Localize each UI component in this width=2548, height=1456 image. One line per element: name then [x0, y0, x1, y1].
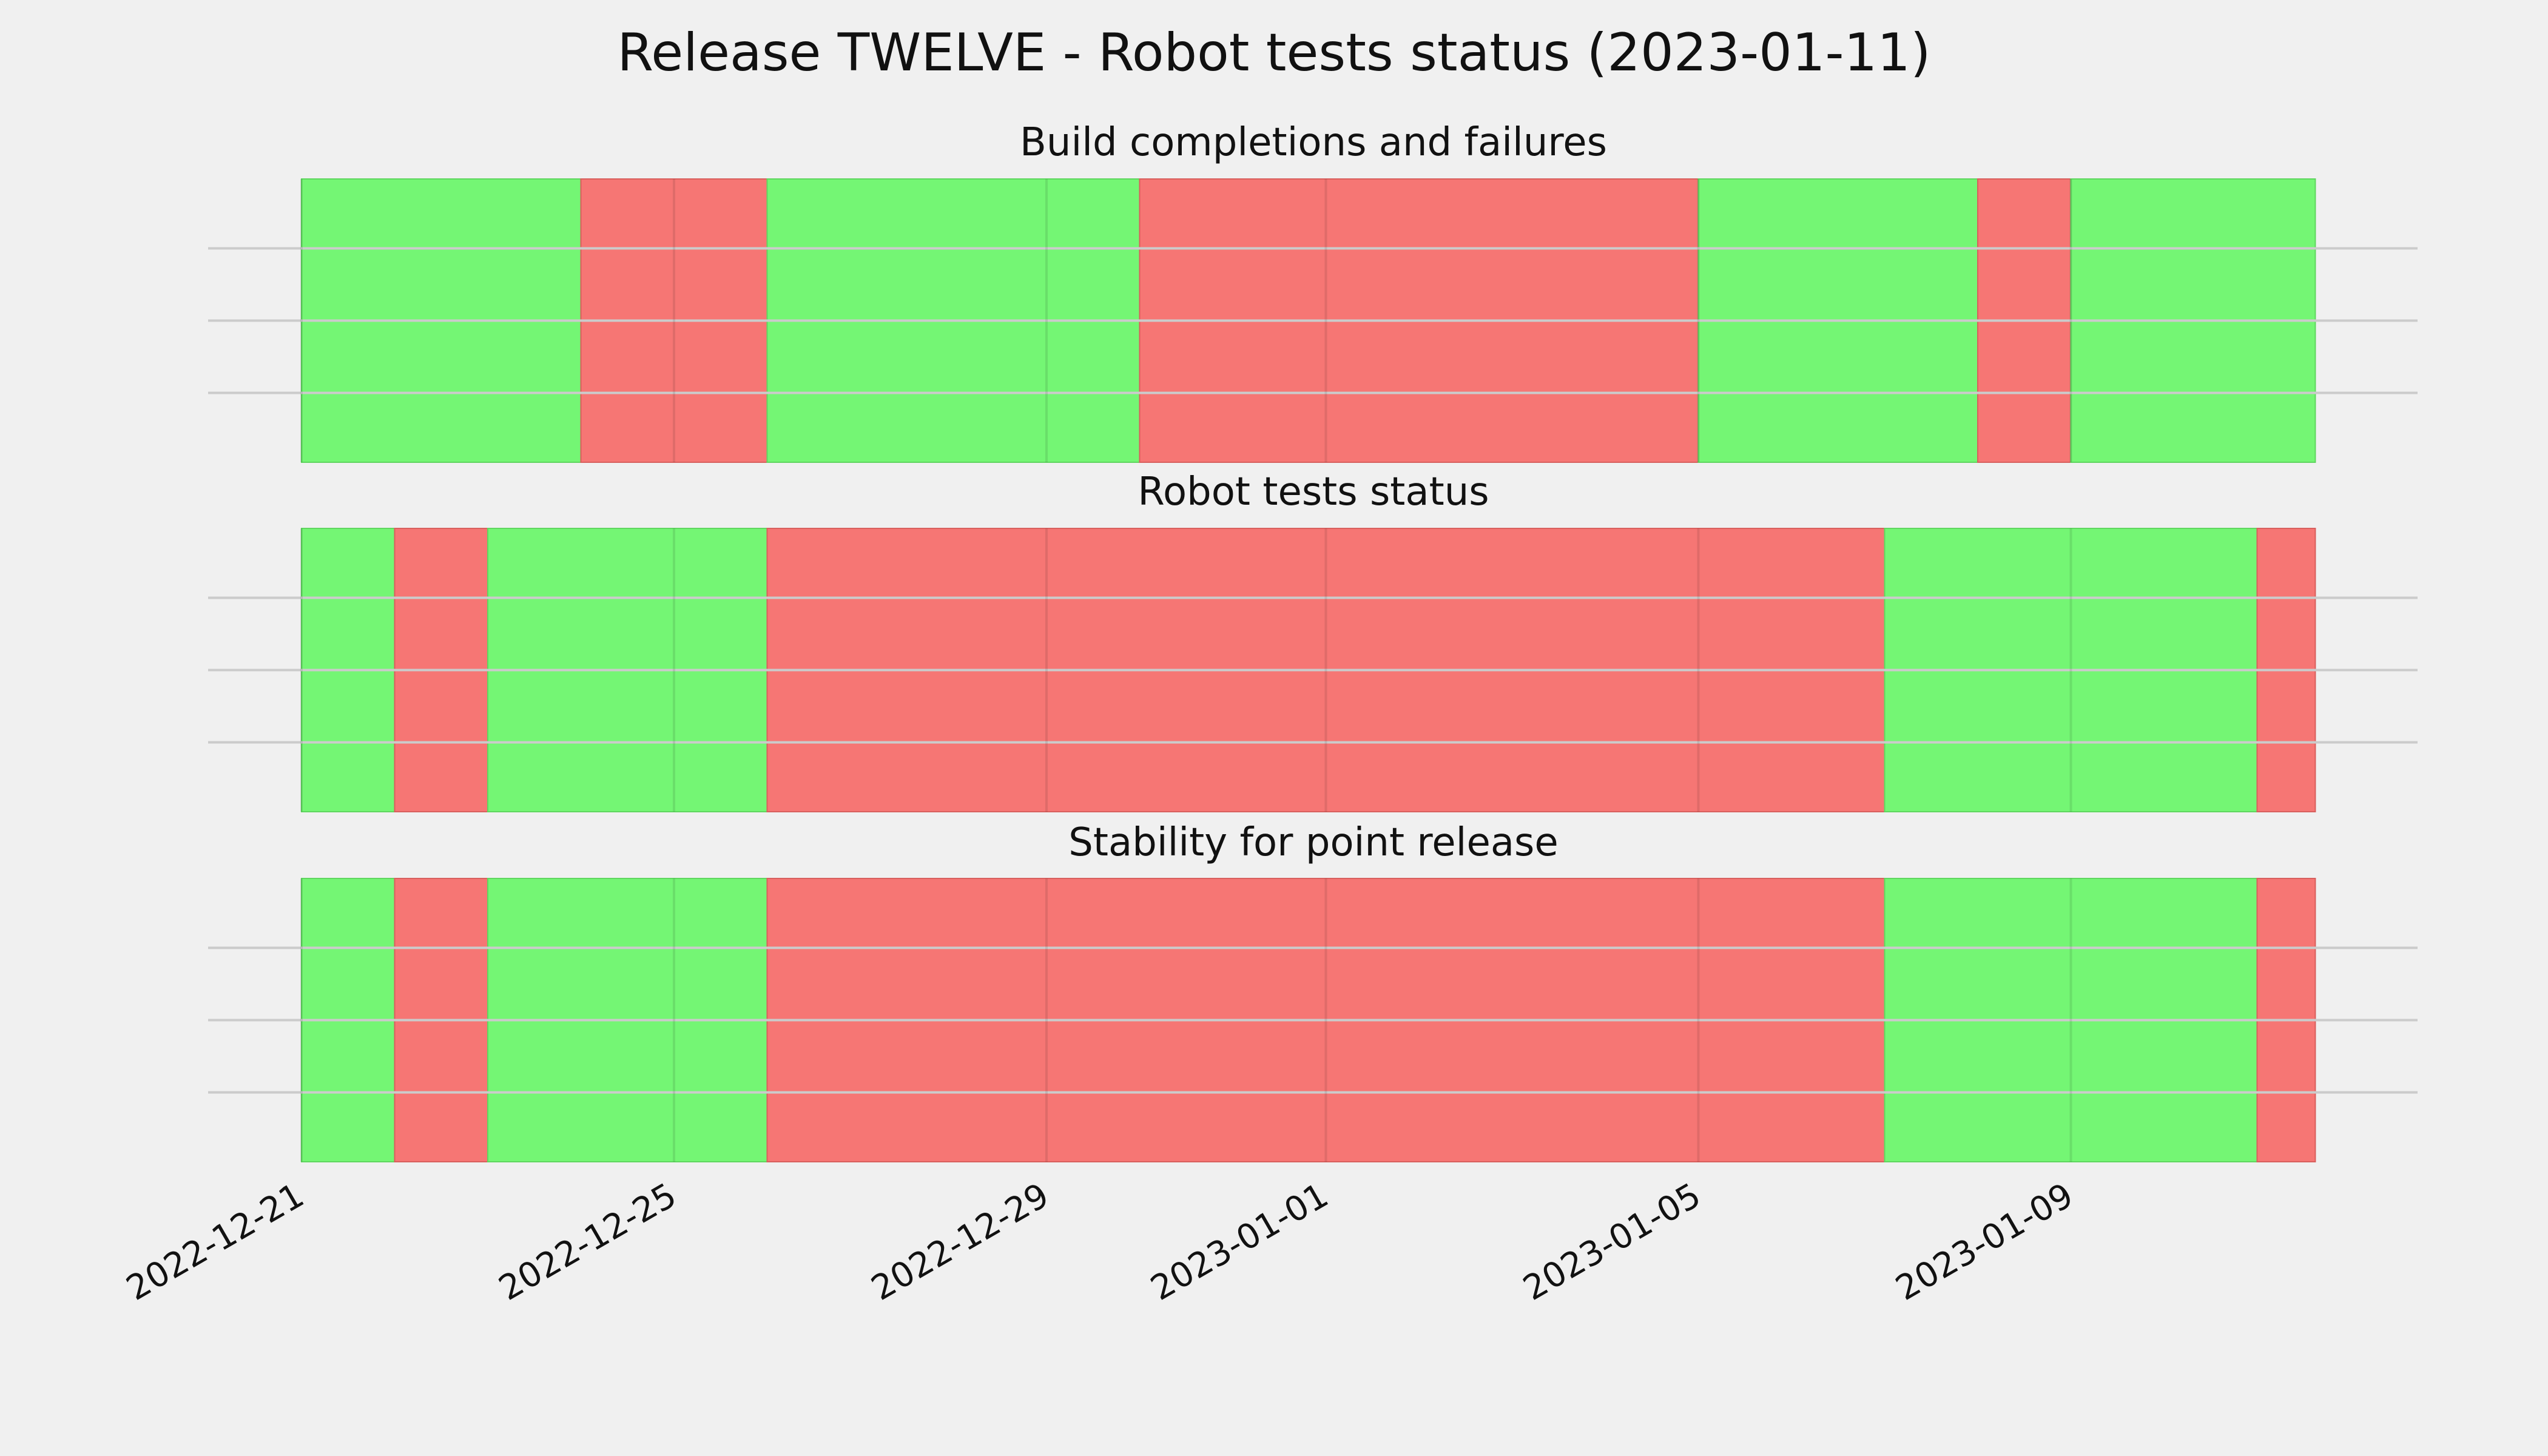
chart-title: Release TWELVE - Robot tests status (202…: [617, 22, 1930, 83]
panel-3: Stability for point release: [208, 820, 2418, 1162]
panel-title: Stability for point release: [1068, 820, 1559, 865]
chart-panels: Build completions and failures Robot test…: [208, 120, 2418, 1162]
panel-1: Build completions and failures: [208, 120, 2418, 463]
panel-title: Build completions and failures: [1020, 120, 1607, 165]
panel-title: Robot tests status: [1138, 470, 1489, 514]
panel-2: Robot tests status: [208, 470, 2418, 812]
